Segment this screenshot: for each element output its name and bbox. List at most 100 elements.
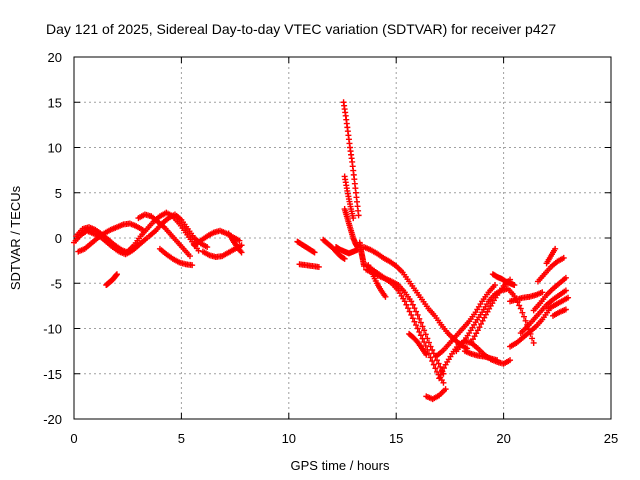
data-point-marker [507, 357, 514, 364]
data-point-marker [403, 301, 410, 308]
data-point-marker [530, 339, 537, 346]
data-point-marker [440, 379, 447, 386]
data-point-marker [350, 215, 357, 222]
series-arc-33 [507, 307, 552, 350]
data-point-marker [519, 309, 526, 316]
y-tick-label: -15 [43, 367, 62, 382]
series-arc-29 [468, 276, 514, 346]
data-point-marker [511, 282, 518, 289]
data-point-marker [437, 363, 444, 370]
data-point-marker [479, 317, 486, 324]
data-point-marker [413, 322, 420, 329]
data-point-marker [432, 365, 439, 372]
y-tick-label: 15 [48, 95, 62, 110]
y-tick-label: -10 [43, 322, 62, 337]
series-arc-05 [124, 209, 202, 255]
data-point-marker [406, 308, 413, 315]
series-arc-02 [75, 220, 146, 255]
data-point-marker [419, 323, 426, 330]
chart-title: Day 121 of 2025, Sidereal Day-to-day VTE… [46, 21, 556, 37]
x-tick-label: 5 [178, 431, 185, 446]
data-point-marker [516, 302, 523, 309]
y-tick-label: -20 [43, 412, 62, 427]
data-point-marker [411, 318, 418, 325]
data-point-marker [195, 247, 202, 254]
data-point-marker [552, 245, 559, 252]
data-point-marker [429, 346, 436, 353]
data-point-marker [238, 249, 245, 256]
series-arc-24 [406, 330, 430, 358]
data-point-marker [565, 294, 572, 301]
series-arc-30 [461, 348, 501, 364]
data-point-marker [425, 339, 432, 346]
data-point-marker [189, 262, 196, 269]
data-point-marker [430, 350, 437, 357]
y-tick-label: -5 [50, 276, 62, 291]
series-arc-14 [320, 236, 348, 262]
axis-ticks: 0 5 10 15 20 25 -20 -15 -10 -5 0 5 10 15 20 [43, 50, 618, 446]
series-arc-35 [534, 254, 567, 285]
data-point-marker [442, 386, 449, 393]
y-tick-label: 5 [55, 186, 62, 201]
series-arc-34 [517, 287, 569, 337]
data-point-marker [474, 327, 481, 334]
series-arc-11 [225, 230, 245, 256]
x-tick-label: 25 [604, 431, 618, 446]
data-points [71, 99, 572, 403]
data-point-marker [409, 301, 416, 308]
x-tick-label: 10 [282, 431, 296, 446]
series-arc-06 [135, 211, 193, 260]
data-point-marker [521, 313, 528, 320]
data-point-marker [562, 306, 569, 313]
data-point-marker [341, 255, 348, 262]
data-point-marker [517, 305, 524, 312]
x-tick-label: 20 [496, 431, 510, 446]
y-tick-label: 20 [48, 50, 62, 65]
data-point-marker [529, 335, 536, 342]
series-arc-23 [365, 262, 389, 300]
grid-lines [74, 57, 611, 419]
data-point-marker [186, 253, 193, 260]
series-arc-12 [294, 238, 318, 256]
data-point-marker [204, 244, 211, 251]
data-point-marker [409, 315, 416, 322]
data-point-marker [562, 287, 569, 294]
series-arc-15 [333, 244, 361, 257]
data-point-marker [522, 317, 529, 324]
data-point-marker [427, 343, 434, 350]
series-arc-04 [103, 271, 120, 289]
x-axis-label: GPS time / hours [291, 458, 390, 473]
series-arc-31 [489, 271, 518, 289]
series-arc-38 [545, 294, 572, 312]
x-tick-label: 0 [70, 431, 77, 446]
series-arc-28 [434, 282, 499, 359]
data-point-marker [405, 305, 412, 312]
series-arc-13 [296, 261, 322, 270]
data-point-marker [423, 351, 430, 358]
data-point-marker [435, 360, 442, 367]
data-point-marker [562, 274, 569, 281]
x-tick-label: 15 [389, 431, 403, 446]
data-point-marker [413, 308, 420, 315]
data-point-marker [437, 371, 444, 378]
data-point-marker [414, 325, 421, 332]
data-point-marker [422, 331, 429, 338]
series-arc-32 [507, 289, 546, 305]
data-point-marker [401, 298, 408, 305]
data-point-marker [408, 298, 415, 305]
data-point-marker [311, 249, 318, 256]
series-arc-25 [423, 386, 449, 403]
y-axis-label: SDTVAR / TECUs [8, 185, 23, 290]
data-point-marker [494, 357, 501, 364]
data-point-marker [113, 271, 120, 278]
y-tick-label: 10 [48, 141, 62, 156]
data-point-marker [417, 332, 424, 339]
data-point-marker [476, 324, 483, 331]
data-point-marker [429, 358, 436, 365]
data-point-marker [382, 293, 389, 300]
data-point-marker [414, 311, 421, 318]
data-point-marker [424, 335, 431, 342]
data-point-marker [417, 319, 424, 326]
data-point-marker [436, 375, 443, 382]
